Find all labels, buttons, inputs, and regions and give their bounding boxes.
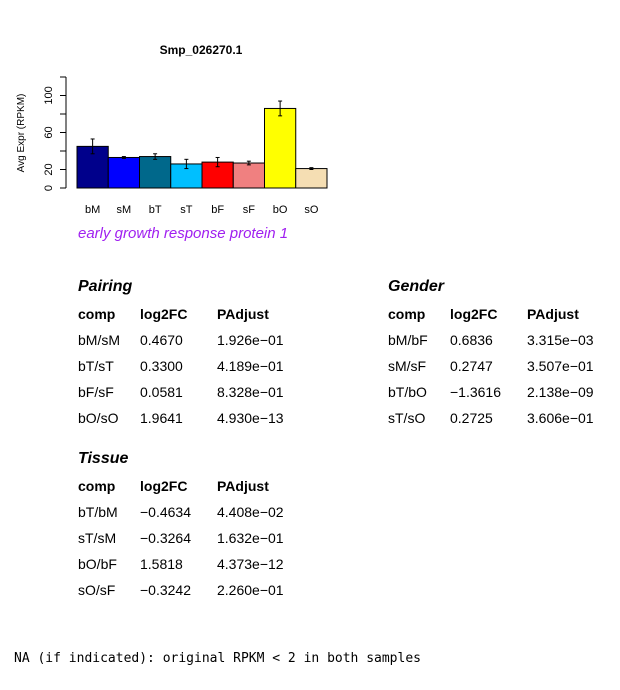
table-cell: 4.189e−01: [217, 358, 284, 374]
x-tick-label: bT: [149, 204, 162, 216]
table-cell: 3.315e−03: [527, 332, 594, 348]
table-title: Gender: [388, 278, 445, 295]
y-tick-label: 20: [43, 163, 55, 175]
bar-bO: [264, 107, 297, 189]
table-cell: 0.3300: [140, 358, 183, 374]
x-tick-label: bM: [85, 204, 100, 216]
gene-description: early growth response protein 1: [78, 225, 289, 242]
table-cell: bF/sF: [78, 384, 114, 400]
bar-bT: [139, 156, 172, 189]
table-cell: 0.0581: [140, 384, 183, 400]
x-tick-label: bF: [211, 204, 224, 216]
chart-title: Smp_026270.1: [160, 43, 243, 57]
table-cell: 0.2747: [450, 358, 493, 374]
table-cell: 4.373e−12: [217, 556, 284, 572]
x-axis-labels: bM sM bT sT bF sF bO sO: [85, 204, 319, 216]
table-cell: 4.408e−02: [217, 504, 284, 520]
table-cell: sT/sM: [78, 530, 117, 546]
table-cell: −1.3616: [450, 384, 501, 400]
table-cell: 1.5818: [140, 556, 183, 572]
table-cell: −0.3264: [140, 530, 191, 546]
x-tick-label: sT: [180, 204, 193, 216]
table-cell: sT/sO: [388, 410, 426, 426]
table-header-cell: comp: [78, 306, 116, 322]
x-tick-label: sF: [243, 204, 256, 216]
y-tick-label: 60: [43, 126, 55, 138]
table-cell: bO/bF: [78, 556, 117, 572]
table-cell: 1.632e−01: [217, 530, 284, 546]
table-cell: sO/sF: [78, 582, 116, 598]
bars: [76, 100, 328, 189]
pairing-table: Pairing comp log2FC PAdjust bM/sM 0.4670 1.926…: [78, 278, 308, 438]
table-cell: 2.138e−09: [527, 384, 594, 400]
table-cell: bM/bF: [388, 332, 428, 348]
x-tick-label: sM: [117, 204, 132, 216]
y-axis-label: Avg Expr (RPKM): [16, 94, 27, 173]
table-cell: 4.930e−13: [217, 410, 284, 426]
table-cell: 2.260e−01: [217, 582, 284, 598]
table-cell: 0.4670: [140, 332, 183, 348]
bar-chart: Smp_026270.1 Avg Expr (RPKM) 0 20 60 100 bM…: [16, 43, 328, 216]
table-cell: 0.6836: [450, 332, 493, 348]
bar-sF: [232, 162, 265, 189]
gender-table: Gender comp log2FC PAdjust bM/bF 0.6836 3.315e…: [388, 278, 618, 438]
table-cell: −0.4634: [140, 504, 191, 520]
table-cell: bT/bO: [388, 384, 427, 400]
y-axis: 0 20 60 100: [43, 76, 67, 191]
x-tick-label: bO: [273, 204, 288, 216]
table-cell: 3.507e−01: [527, 358, 594, 374]
bar-sM: [107, 156, 140, 189]
x-tick-label: sO: [304, 204, 319, 216]
table-header-cell: PAdjust: [527, 306, 579, 322]
table-cell: bT/bM: [78, 504, 118, 520]
table-title: Pairing: [78, 278, 133, 295]
y-tick-label: 100: [43, 86, 55, 104]
table-cell: −0.3242: [140, 582, 191, 598]
table-cell: bO/sO: [78, 410, 119, 426]
table-cell: 1.926e−01: [217, 332, 284, 348]
table-title: Tissue: [78, 450, 129, 467]
table-cell: bT/sT: [78, 358, 114, 374]
table-header-cell: log2FC: [450, 306, 498, 322]
table-header-cell: PAdjust: [217, 478, 269, 494]
table-header-cell: log2FC: [140, 306, 188, 322]
table-cell: 8.328e−01: [217, 384, 284, 400]
y-tick-label: 0: [43, 185, 55, 191]
table-header-cell: PAdjust: [217, 306, 269, 322]
footnote: NA (if indicated): original RPKM < 2 in …: [14, 651, 421, 666]
table-cell: 0.2725: [450, 410, 493, 426]
table-header-cell: comp: [388, 306, 426, 322]
tissue-table: Tissue comp log2FC PAdjust bT/bM −0.4634 4.408…: [78, 450, 308, 610]
table-header-cell: comp: [78, 478, 116, 494]
table-cell: sM/sF: [388, 358, 427, 374]
table-cell: bM/sM: [78, 332, 120, 348]
table-cell: 3.606e−01: [527, 410, 594, 426]
table-cell: 1.9641: [140, 410, 183, 426]
bar-sO: [295, 168, 328, 189]
table-header-cell: log2FC: [140, 478, 188, 494]
